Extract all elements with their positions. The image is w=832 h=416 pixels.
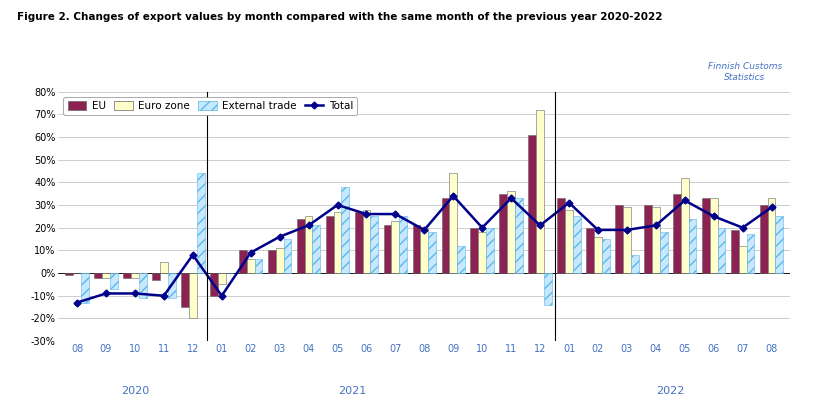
Bar — [536, 110, 544, 273]
Bar — [297, 218, 305, 273]
Bar — [631, 255, 639, 273]
Bar — [470, 228, 478, 273]
Bar — [370, 216, 379, 273]
Bar — [131, 273, 139, 277]
Bar — [384, 225, 392, 273]
Bar — [413, 225, 420, 273]
Bar — [363, 210, 370, 273]
Bar — [196, 173, 205, 273]
Bar — [123, 273, 131, 277]
Legend: EU, Euro zone, External trade, Total: EU, Euro zone, External trade, Total — [63, 97, 357, 115]
Bar — [210, 273, 218, 296]
Bar — [284, 239, 291, 273]
Bar — [544, 273, 552, 305]
Bar — [731, 230, 739, 273]
Text: 2020: 2020 — [121, 386, 149, 396]
Bar — [644, 205, 652, 273]
Bar — [457, 246, 465, 273]
Bar — [275, 248, 284, 273]
Bar — [247, 260, 255, 273]
Bar — [615, 205, 623, 273]
Bar — [623, 207, 631, 273]
Bar — [428, 232, 436, 273]
Text: 2022: 2022 — [656, 386, 685, 396]
Bar — [739, 246, 746, 273]
Bar — [341, 187, 349, 273]
Bar — [326, 216, 334, 273]
Bar — [399, 216, 407, 273]
Bar — [168, 273, 176, 298]
Bar — [305, 216, 313, 273]
Bar — [189, 273, 196, 318]
Bar — [565, 210, 573, 273]
Bar — [760, 205, 768, 273]
Bar — [602, 239, 610, 273]
Bar — [81, 273, 89, 302]
Text: Finnish Customs
Statistics: Finnish Customs Statistics — [707, 62, 782, 82]
Bar — [681, 178, 689, 273]
Bar — [594, 237, 602, 273]
Bar — [557, 198, 565, 273]
Bar — [710, 198, 718, 273]
Bar — [587, 228, 594, 273]
Bar — [478, 232, 486, 273]
Bar — [702, 198, 710, 273]
Bar — [508, 191, 515, 273]
Bar — [66, 273, 73, 275]
Bar — [449, 173, 457, 273]
Bar — [313, 225, 320, 273]
Bar — [239, 250, 247, 273]
Bar — [652, 207, 660, 273]
Bar — [181, 273, 189, 307]
Bar — [442, 198, 449, 273]
Bar — [499, 193, 508, 273]
Bar — [420, 228, 428, 273]
Text: 2021: 2021 — [338, 386, 366, 396]
Bar — [718, 228, 726, 273]
Bar — [160, 262, 168, 273]
Bar — [775, 216, 783, 273]
Bar — [660, 232, 667, 273]
Bar — [334, 212, 341, 273]
Bar — [255, 260, 262, 273]
Bar — [102, 273, 110, 277]
Bar — [139, 273, 146, 298]
Bar — [268, 250, 275, 273]
Bar — [673, 193, 681, 273]
Bar — [689, 218, 696, 273]
Text: Figure 2. Changes of export values by month compared with the same month of the : Figure 2. Changes of export values by mo… — [17, 12, 662, 22]
Bar — [768, 198, 775, 273]
Bar — [218, 273, 225, 285]
Bar — [354, 212, 363, 273]
Bar — [515, 198, 522, 273]
Bar — [94, 273, 102, 277]
Bar — [528, 135, 536, 273]
Bar — [392, 221, 399, 273]
Bar — [152, 273, 160, 280]
Bar — [746, 235, 755, 273]
Bar — [110, 273, 117, 289]
Bar — [573, 216, 581, 273]
Bar — [486, 228, 494, 273]
